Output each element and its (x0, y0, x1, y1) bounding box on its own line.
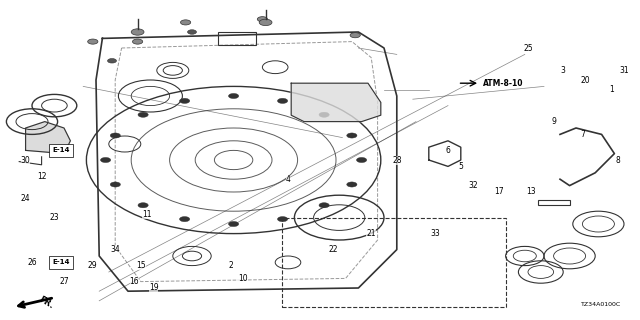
Text: 7: 7 (580, 130, 585, 139)
Text: 17: 17 (494, 188, 504, 196)
Text: 27: 27 (59, 277, 69, 286)
Text: E-14: E-14 (52, 260, 70, 265)
Text: 9: 9 (551, 117, 556, 126)
Circle shape (356, 157, 367, 163)
Text: 34: 34 (110, 245, 120, 254)
Text: 22: 22 (328, 245, 337, 254)
Text: 16: 16 (129, 277, 140, 286)
Circle shape (180, 20, 191, 25)
Text: 8: 8 (615, 156, 620, 164)
Circle shape (347, 182, 357, 187)
Text: 25: 25 (523, 44, 533, 52)
Circle shape (278, 98, 288, 103)
Circle shape (350, 33, 360, 38)
Circle shape (138, 112, 148, 117)
Text: E-14: E-14 (52, 148, 70, 153)
Bar (218, 32, 256, 45)
Circle shape (110, 182, 120, 187)
Text: 28: 28 (392, 156, 401, 164)
Circle shape (179, 98, 189, 103)
Text: 33: 33 (430, 229, 440, 238)
Circle shape (257, 17, 268, 22)
Text: 13: 13 (526, 188, 536, 196)
Text: 32: 32 (468, 181, 479, 190)
Circle shape (131, 29, 144, 35)
Circle shape (259, 19, 272, 26)
Text: 4: 4 (285, 175, 291, 184)
Circle shape (108, 59, 116, 63)
Circle shape (278, 217, 288, 222)
Circle shape (319, 112, 329, 117)
Text: 1: 1 (609, 85, 614, 94)
Circle shape (100, 157, 111, 163)
Text: 30: 30 (20, 156, 31, 164)
Circle shape (132, 39, 143, 44)
Text: 20: 20 (580, 76, 591, 84)
Text: TZ34A0100C: TZ34A0100C (580, 302, 621, 307)
Text: 5: 5 (458, 162, 463, 171)
Circle shape (138, 203, 148, 208)
Text: ATM-8-10: ATM-8-10 (483, 79, 524, 88)
Text: 23: 23 (49, 213, 60, 222)
Text: FR.: FR. (37, 295, 55, 310)
Circle shape (179, 217, 189, 222)
Circle shape (319, 203, 329, 208)
Text: 12: 12 (37, 172, 46, 180)
Text: 19: 19 (148, 284, 159, 292)
Polygon shape (26, 122, 70, 154)
Circle shape (228, 221, 239, 227)
Text: 11: 11 (143, 210, 152, 219)
Polygon shape (291, 83, 381, 122)
Bar (282, 218, 506, 307)
Text: 21: 21 (367, 229, 376, 238)
Bar (538, 200, 570, 205)
Text: 26: 26 (27, 258, 37, 267)
Text: 6: 6 (445, 146, 451, 155)
Circle shape (188, 30, 196, 34)
Circle shape (347, 133, 357, 138)
Text: 3: 3 (561, 66, 566, 75)
Circle shape (88, 39, 98, 44)
Text: 24: 24 (20, 194, 31, 203)
Text: 31: 31 (619, 66, 629, 75)
Text: 29: 29 (88, 261, 98, 270)
Circle shape (228, 93, 239, 99)
Text: 2: 2 (228, 261, 233, 270)
Text: 15: 15 (136, 261, 146, 270)
Circle shape (110, 133, 120, 138)
Text: 10: 10 (238, 274, 248, 283)
